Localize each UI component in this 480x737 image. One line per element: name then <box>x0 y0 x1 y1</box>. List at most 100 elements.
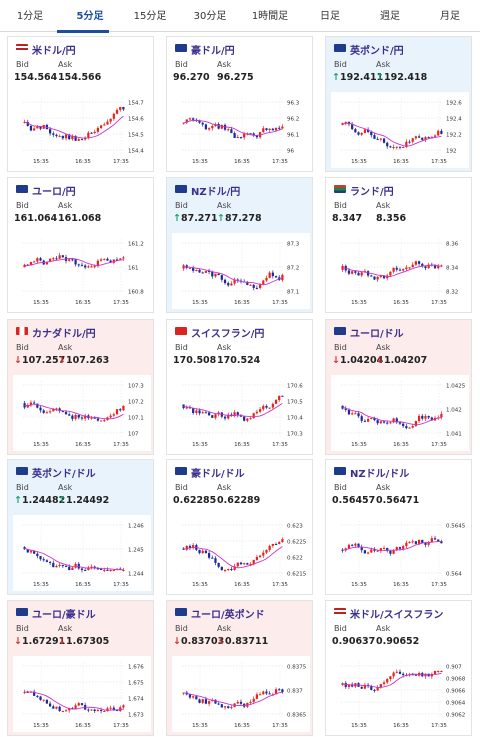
candle-body <box>258 409 262 412</box>
candle-body <box>417 539 421 544</box>
tab-3[interactable]: 30分足 <box>193 11 227 22</box>
candle-body <box>207 412 211 416</box>
candle-body <box>204 124 208 130</box>
currency-pair-title[interactable]: NZドル/円 <box>191 187 241 198</box>
price-chart[interactable]: 0.623 0.6225 0.622 0.6215 15:35 16:35 17:35 <box>172 515 310 591</box>
candle-body <box>230 707 233 709</box>
price-chart[interactable]: 1.246 1.245 1.244 15:35 16:35 17:35 <box>13 515 151 591</box>
currency-pair-title[interactable]: ユーロ/円 <box>32 187 76 198</box>
candle-body <box>74 135 77 141</box>
candle-body <box>392 267 395 272</box>
candle-body <box>392 147 395 148</box>
price-chart[interactable]: 0.907 0.9068 0.9066 0.9064 0.9062 15:35 16:35 1… <box>331 656 469 732</box>
candlestick-chart: 192.6 192.4 192.2 192 15:35 16:35 17:35 <box>341 98 462 165</box>
tab-6[interactable]: 週足 <box>380 11 400 22</box>
currency-pair-title[interactable]: ユーロ/豪ドル <box>32 610 96 621</box>
currency-card[interactable]: ランド/円 Bid Ask 8.347 8.356 8.36 8.34 8.32 15:35 16… <box>325 177 472 313</box>
candle-body <box>90 266 93 268</box>
candle-body <box>382 421 386 423</box>
candle-body <box>243 563 246 565</box>
candle-body <box>52 408 55 412</box>
price-chart[interactable]: 170.6 170.5 170.4 170.3 15:35 16:35 17:35 <box>172 375 310 451</box>
y-tick-label: 154.6 <box>128 117 144 123</box>
y-tick-label: 0.6215 <box>287 572 307 578</box>
candle-body <box>96 127 100 132</box>
candle-body <box>341 265 344 270</box>
down-arrow-icon: ↓ <box>14 355 22 366</box>
candle-body <box>376 420 379 424</box>
currency-card[interactable]: 米ドル/円 Bid Ask 154.564 154.566 154.7 154.6 154.5… <box>7 36 154 172</box>
bid-label: Bid <box>16 343 29 352</box>
currency-pair-title[interactable]: ランド/円 <box>350 187 394 198</box>
currency-pair-title[interactable]: 米ドル/円 <box>32 46 76 57</box>
tab-0[interactable]: 1分足 <box>16 11 44 22</box>
price-chart[interactable]: 154.7 154.6 154.5 154.4 15:35 16:35 17:35 <box>13 92 151 168</box>
currency-pair-title[interactable]: ユーロ/ドル <box>350 329 404 340</box>
candle-body <box>122 107 125 110</box>
currency-pair-title[interactable]: 英ポンド/円 <box>350 46 404 57</box>
currency-pair-title[interactable]: NZドル/ドル <box>350 469 410 480</box>
price-chart[interactable]: 96.3 96.2 96.1 96 15:35 16:35 17:35 <box>172 92 310 168</box>
candle-body <box>395 547 398 551</box>
x-tick-label: 17:35 <box>431 582 447 588</box>
x-tick-label: 15:35 <box>33 582 49 588</box>
price-chart[interactable]: 1.676 1.675 1.674 1.673 15:35 16:35 17:35 <box>13 656 151 732</box>
x-tick-label: 15:35 <box>192 723 208 729</box>
candle-body <box>204 699 208 704</box>
candle-body <box>87 266 90 268</box>
price-chart[interactable]: 0.5645 0.564 15:35 16:35 17:35 <box>331 515 469 591</box>
currency-card[interactable]: ユーロ/ドル Bid Ask ↓1.04204 ↓1.04207 1.0425 1.042 1… <box>325 319 472 455</box>
currency-pair-title[interactable]: スイスフラン/円 <box>191 329 265 340</box>
candle-body <box>42 699 45 701</box>
currency-card[interactable]: ユーロ/英ポンド Bid Ask ↓0.83703 ↓0.83711 0.8375 0.83… <box>166 600 313 736</box>
ask-price: 1.04207 <box>383 355 428 366</box>
candle-body <box>109 118 112 122</box>
price-chart[interactable]: 1.0425 1.042 1.041 15:35 16:35 17:35 <box>331 375 469 451</box>
candle-body <box>424 415 427 419</box>
tab-5[interactable]: 日足 <box>320 11 340 22</box>
price-chart[interactable]: 192.6 192.4 192.2 192 15:35 16:35 17:35 <box>331 92 469 168</box>
currency-card[interactable]: ユーロ/円 Bid Ask 161.064 161.068 161.2 161 160.8 15… <box>7 177 154 313</box>
tab-7[interactable]: 月足 <box>440 11 460 22</box>
candle-body <box>52 258 55 260</box>
candle-body <box>77 563 80 569</box>
tab-4[interactable]: 1時間足 <box>251 11 289 22</box>
bid-label: Bid <box>175 624 188 633</box>
currency-card[interactable]: NZドル/ドル Bid Ask 0.56457 0.56471 0.5645 0.564 15… <box>325 459 472 595</box>
currency-card[interactable]: 豪ドル/円 Bid Ask 96.270 96.275 96.3 96.2 96.1 96 15:… <box>166 36 313 172</box>
candle-body <box>39 556 42 560</box>
currency-pair-title[interactable]: 英ポンド/ドル <box>32 469 96 480</box>
price-chart[interactable]: 107.3 107.2 107.1 107 15:35 16:35 17:35 <box>13 375 151 451</box>
currency-card[interactable]: 英ポンド/円 Bid Ask ↑192.411 ↑192.418 192.6 192.4 19… <box>325 36 472 172</box>
price-chart[interactable]: 0.8375 0.837 0.8365 15:35 16:35 17:35 <box>172 656 310 732</box>
candle-body <box>99 420 103 422</box>
candle-body <box>370 275 373 277</box>
candle-body <box>395 418 398 423</box>
candle-body <box>370 686 373 690</box>
price-chart[interactable]: 87.3 87.2 87.1 15:35 16:35 17:35 <box>172 233 310 309</box>
candle-body <box>430 538 433 543</box>
candle-body <box>357 132 360 135</box>
ask-value: 170.524 <box>217 355 260 366</box>
candle-body <box>52 706 55 709</box>
currency-card[interactable]: ユーロ/豪ドル Bid Ask ↓1.67291 ↓1.67305 1.676 1.675 1… <box>7 600 154 736</box>
price-chart[interactable]: 161.2 161 160.8 15:35 16:35 17:35 <box>13 233 151 309</box>
currency-card[interactable]: カナダドル/円 Bid Ask ↓107.257 ↓107.263 107.3 107.2 1… <box>7 319 154 455</box>
currency-card[interactable]: NZドル/円 Bid Ask ↑87.271 ↑87.278 87.3 87.2 87.1 15… <box>166 177 313 313</box>
candle-body <box>227 706 230 709</box>
y-tick-label: 87.2 <box>287 266 299 272</box>
currency-card[interactable]: 英ポンド/ドル Bid Ask ↑1.24482 ↑1.24492 1.246 1.245 1… <box>7 459 154 595</box>
currency-card[interactable]: 米ドル/スイスフラン Bid Ask 0.90637 0.90652 0.907 0.906… <box>325 600 472 736</box>
ask-price: 0.56471 <box>376 495 420 506</box>
currency-pair-title[interactable]: 豪ドル/円 <box>191 46 235 57</box>
bid-value: ↓107.257 <box>14 355 65 366</box>
currency-card[interactable]: スイスフラン/円 Bid Ask 170.508 170.524 170.6 170.5 17… <box>166 319 313 455</box>
tab-2[interactable]: 15分足 <box>133 11 167 22</box>
currency-card[interactable]: 豪ドル/ドル Bid Ask 0.62285 0.62289 0.623 0.6225 0.6… <box>166 459 313 595</box>
currency-pair-title[interactable]: 豪ドル/ドル <box>191 469 245 480</box>
currency-pair-title[interactable]: 米ドル/スイスフラン <box>350 610 444 621</box>
currency-pair-title[interactable]: カナダドル/円 <box>32 329 96 340</box>
currency-pair-title[interactable]: ユーロ/英ポンド <box>191 610 265 621</box>
tab-1[interactable]: 5分足 <box>76 11 104 22</box>
price-chart[interactable]: 8.36 8.34 8.32 15:35 16:35 17:35 <box>331 233 469 309</box>
